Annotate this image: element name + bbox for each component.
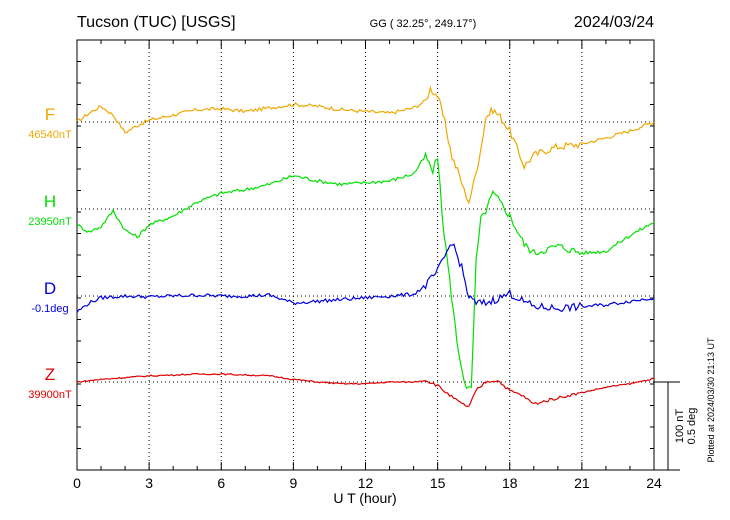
grid-lines (148, 40, 583, 470)
series-name-d: D (44, 279, 56, 298)
series-line-z (76, 372, 655, 408)
x-tick-label: 24 (646, 475, 662, 491)
chart-title-date: 2024/03/24 (574, 14, 654, 31)
x-tick-label: 12 (358, 475, 374, 491)
x-tick-label: 15 (430, 475, 446, 491)
series-name-z: Z (45, 365, 55, 384)
series-line-f (76, 85, 655, 205)
scale-label-deg: 0.5 deg (686, 408, 698, 445)
x-tick-label: 6 (217, 475, 225, 491)
axis-ticks (76, 39, 655, 471)
series-line-d (76, 243, 655, 313)
series-baseline-z: 39900nT (28, 389, 72, 401)
plotted-timestamp-note: Plotted at 2024/03/30 21:13 UT (706, 337, 716, 463)
series-labels: F 46540nT H 23950nT D -0.1deg Z 39900nT (28, 105, 72, 401)
x-axis-label: U T (hour) (333, 490, 396, 506)
series-baseline-f: 46540nT (28, 129, 72, 141)
series-group (76, 85, 655, 408)
chart-title-coordinates: GG ( 32.25°, 249.17°) (370, 18, 477, 30)
x-tick-label: 18 (502, 475, 518, 491)
series-name-h: H (44, 192, 56, 211)
series-baseline-d: -0.1deg (31, 303, 68, 315)
x-tick-label: 0 (73, 475, 81, 491)
series-line-h (76, 151, 655, 390)
series-baseline-h: 23950nT (28, 216, 72, 228)
x-tick-label: 9 (289, 475, 297, 491)
series-name-f: F (45, 105, 55, 124)
chart-title-station: Tucson (TUC) [USGS] (77, 14, 236, 31)
x-tick-label: 21 (574, 475, 590, 491)
x-tick-labels: 0 3 6 9 12 15 18 21 24 (73, 475, 662, 491)
x-tick-label: 3 (145, 475, 153, 491)
scale-label-nt: 100 nT (674, 409, 686, 444)
